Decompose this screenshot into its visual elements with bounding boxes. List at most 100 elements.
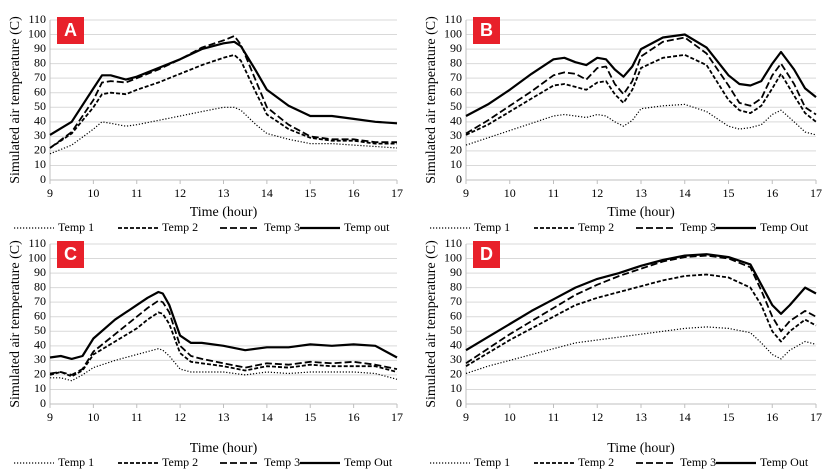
panel-tag: D	[480, 244, 493, 264]
x-tick-label: 16	[348, 410, 360, 424]
x-tick-label: 17	[391, 410, 403, 424]
panel-tag: B	[480, 20, 493, 40]
series-line	[465, 254, 817, 365]
series-line	[49, 54, 397, 149]
x-tick-label: 14	[261, 410, 273, 424]
legend-label: Temp 3	[680, 455, 716, 469]
y-tick-label: 90	[34, 41, 46, 55]
y-tick-label: 70	[450, 294, 462, 308]
series-line	[49, 35, 397, 149]
x-tick-label: 9	[463, 186, 469, 200]
y-tick-label: 40	[34, 338, 46, 352]
y-tick-label: 100	[444, 26, 462, 40]
legend-label: Temp 3	[264, 455, 300, 469]
legend-label: Temp 1	[474, 455, 510, 469]
series-line	[465, 33, 817, 117]
series-line	[50, 348, 398, 382]
legend-label: Temp 3	[264, 220, 300, 234]
series-line	[465, 36, 817, 135]
legend-label: Temp 2	[578, 220, 614, 234]
x-tick-label: 12	[174, 410, 186, 424]
legend-label: Temp 2	[578, 455, 614, 469]
series-line	[465, 253, 817, 352]
series-line	[465, 273, 817, 367]
x-tick-label: 15	[304, 410, 316, 424]
y-tick-label: 20	[34, 367, 46, 381]
legend-label: Temp Out	[760, 220, 809, 234]
y-tick-label: 110	[28, 236, 46, 250]
x-axis-label: Time (hour)	[190, 205, 258, 220]
x-tick-label: 10	[504, 410, 516, 424]
y-axis-label: Simulated air temperature (C)	[424, 240, 439, 408]
y-tick-label: 110	[444, 236, 462, 250]
x-tick-label: 12	[591, 410, 603, 424]
y-tick-label: 110	[28, 12, 46, 26]
legend-label: Temp 1	[58, 220, 94, 234]
x-axis-label: Time (hour)	[190, 441, 258, 456]
x-tick-label: 10	[504, 186, 516, 200]
x-tick-label: 9	[463, 410, 469, 424]
x-tick-label: 13	[635, 186, 647, 200]
legend-label: Temp out	[344, 220, 390, 234]
y-tick-label: 30	[34, 352, 46, 366]
x-tick-label: 11	[548, 186, 560, 200]
x-tick-label: 15	[304, 186, 316, 200]
x-tick-label: 10	[87, 186, 99, 200]
y-axis-label: Simulated air temperature (C)	[8, 240, 23, 408]
panel-tag-box	[57, 17, 84, 44]
x-tick-label: 13	[635, 410, 647, 424]
y-tick-label: 90	[450, 265, 462, 279]
y-tick-label: 30	[450, 352, 462, 366]
legend-label: Temp 1	[474, 220, 510, 234]
x-tick-label: 13	[218, 186, 230, 200]
y-tick-label: 20	[34, 143, 46, 157]
x-axis-label: Time (hour)	[607, 441, 675, 456]
y-tick-label: 10	[34, 381, 46, 395]
legend-label: Temp 1	[58, 455, 94, 469]
x-tick-label: 17	[391, 186, 403, 200]
legend-label: Temp 3	[680, 220, 716, 234]
legend-label: Temp 2	[162, 220, 198, 234]
x-tick-label: 9	[47, 186, 53, 200]
legend-label: Temp 2	[162, 455, 198, 469]
y-tick-label: 90	[450, 41, 462, 55]
x-axis-label: Time (hour)	[607, 205, 675, 220]
x-tick-label: 11	[131, 186, 143, 200]
panel-tag-box	[473, 241, 500, 268]
series-line	[49, 40, 398, 136]
y-tick-label: 100	[28, 26, 46, 40]
series-line	[49, 290, 398, 360]
x-tick-label: 13	[218, 410, 230, 424]
y-tick-label: 70	[450, 70, 462, 84]
y-tick-label: 80	[450, 279, 462, 293]
y-axis-label: Simulated air temperature (C)	[8, 16, 23, 184]
y-tick-label: 60	[34, 308, 46, 322]
y-tick-label: 60	[450, 308, 462, 322]
y-tick-label: 110	[444, 12, 462, 26]
x-tick-label: 10	[87, 410, 99, 424]
y-tick-label: 50	[450, 99, 462, 113]
panel-tag: A	[64, 20, 77, 40]
y-tick-label: 10	[450, 157, 462, 171]
y-tick-label: 20	[450, 367, 462, 381]
y-tick-label: 100	[444, 250, 462, 264]
x-tick-label: 15	[723, 186, 735, 200]
x-tick-label: 11	[131, 410, 143, 424]
y-tick-label: 80	[34, 279, 46, 293]
y-tick-label: 0	[40, 396, 46, 410]
y-tick-label: 60	[450, 84, 462, 98]
y-tick-label: 40	[450, 114, 462, 128]
y-tick-label: 0	[456, 172, 462, 186]
x-tick-label: 12	[591, 186, 603, 200]
y-axis-label: Simulated air temperature (C)	[424, 16, 439, 184]
series-line	[465, 103, 817, 146]
y-tick-label: 80	[34, 55, 46, 69]
series-line	[465, 326, 817, 375]
x-tick-label: 17	[810, 186, 822, 200]
legend-label: Temp Out	[760, 455, 809, 469]
series-line	[465, 54, 817, 136]
y-tick-label: 0	[40, 172, 46, 186]
y-tick-label: 40	[34, 114, 46, 128]
panel-tag-box	[57, 241, 84, 268]
y-tick-label: 60	[34, 84, 46, 98]
